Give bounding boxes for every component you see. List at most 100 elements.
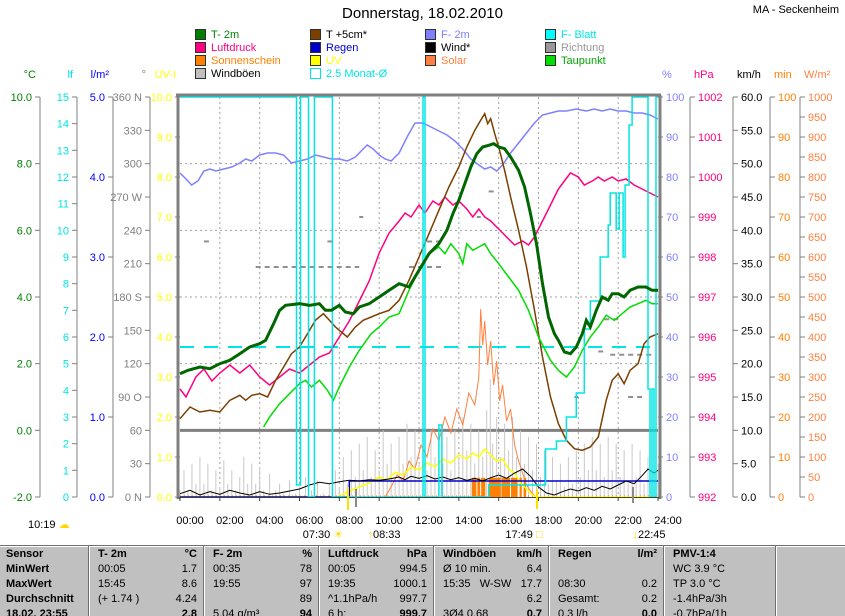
axis-tick-label: 4 — [63, 385, 69, 397]
axis-tick-label: 60 — [130, 425, 142, 437]
sunshine-bar — [488, 477, 501, 497]
axis-tick-label: 60 — [778, 252, 790, 264]
legend-swatch-icon — [195, 55, 206, 66]
axis-tick-label: 70 — [666, 212, 678, 224]
legend-label: Solar — [441, 54, 467, 67]
x-tick-label: 18:00 — [535, 515, 563, 527]
time-marker: ↑08:33 — [367, 529, 400, 541]
axis-: 360 N 330 300 270 W 240 210 180 S 150 120 90 O 60 3… — [110, 69, 151, 504]
legend-label: T +5cm* — [326, 28, 368, 41]
axis-tick-label: 14 — [57, 119, 69, 131]
time-marker: 07:30 ☀ — [303, 529, 343, 541]
cell-left: 00:35 — [213, 563, 241, 575]
axis-tick-label: 15 — [57, 92, 69, 104]
cell-left: 5.04 g/m³ — [213, 608, 260, 616]
table-row: 19:55 97 — [204, 577, 318, 592]
axis-tick-label: 2.0 — [157, 412, 172, 424]
cell-left: 3Ø4 0.68 — [443, 608, 489, 616]
x-tick-label: 20:00 — [575, 515, 603, 527]
axis-tick-label: 0.0 — [90, 492, 105, 504]
sunshine-bar — [501, 477, 511, 497]
table-row: 08:30 0.2 — [549, 577, 663, 592]
axis-unit-label: °C — [24, 69, 36, 81]
axis-tick-label: 700 — [808, 212, 826, 224]
x-tick-label: 02:00 — [216, 515, 244, 527]
axis-unit-label: km/h — [737, 69, 761, 81]
axis-tick-label: 20 — [778, 412, 790, 424]
table-col-luftdruck: Luftdruck hPa 00:05 994.5 19:35 1000.1 ^1.1hPa… — [318, 546, 433, 616]
table-row-label-text: MaxWert — [6, 578, 52, 590]
legend-swatch-icon — [310, 68, 321, 79]
legend-item: Solar — [425, 54, 545, 67]
axis-tick-label: 8.0 — [157, 172, 172, 184]
cell-value: 89 — [299, 593, 312, 605]
axis-tick-label: 8.0 — [17, 159, 32, 171]
table-row: 00:05 994.5 — [319, 562, 433, 577]
axis-tick-label: 994 — [698, 412, 716, 424]
legend-item: F- 2m — [425, 28, 545, 41]
cell-left: 15:45 — [98, 578, 126, 590]
axis-tick-label: 1000 — [808, 92, 832, 104]
cell-value: 1000.1 — [393, 578, 427, 590]
column-header: Windböen km/h — [434, 546, 548, 562]
axis-tick-label: 0 — [778, 492, 784, 504]
cell-left: (+ 1.74 ) — [98, 593, 140, 605]
cell-left: 6 h: — [328, 608, 347, 616]
cell-left: 15:35 W-SW — [443, 578, 512, 590]
axis-tick-label: 10.0 — [151, 92, 172, 104]
table-row: 19:35 1000.1 — [319, 577, 433, 592]
axis-tick-label: 5.0 — [741, 459, 756, 471]
axis-tick-label: 350 — [808, 352, 826, 364]
page-title: Donnerstag, 18.02.2010 — [342, 5, 503, 22]
cell-value: 4.24 — [175, 593, 197, 605]
axis-tick-label: 300 — [124, 159, 142, 171]
t-5cm-series — [179, 111, 659, 452]
legend-item: 2.5 Monat-Ø — [310, 67, 425, 80]
axis-tick-label: 10 — [57, 225, 69, 237]
wind-series — [179, 468, 659, 496]
legend-column: F- 2m Wind* Solar — [425, 28, 545, 80]
axis-tick-label: 30.0 — [741, 292, 762, 304]
axis-unit-label: lf — [68, 69, 74, 81]
column-header: Regen l/m² — [549, 546, 663, 562]
stats-table: Sensor MinWert MaxWert Durchschnitt 18.02. 2… — [0, 545, 845, 616]
x-tick-label: 24:00 — [654, 515, 682, 527]
cell-value: 6.2 — [526, 593, 542, 605]
table-row: 6.2 — [434, 592, 548, 607]
axis-tick-label: 60 — [666, 252, 678, 264]
cell-left: 08:30 — [558, 578, 586, 590]
cell-left: ^1.1hPa/h — [328, 593, 378, 605]
cell-left: Gesamt: — [558, 593, 600, 605]
axis-unit-label: ° — [142, 69, 146, 81]
table-col-windben: Windböen km/h Ø 10 min. 6.4 15:35 W-SW 17.7 6.… — [433, 546, 548, 616]
axis-tick-label: 330 — [124, 125, 142, 137]
axis-tick-label: 400 — [808, 332, 826, 344]
cell-left: WC 3.9 °C — [673, 563, 726, 575]
axis-tick-label: 0.0 — [741, 492, 756, 504]
legend-item: Taupunkt — [545, 54, 657, 67]
table-row-label: Sensor — [0, 546, 88, 562]
axis-tick-label: 992 — [698, 492, 716, 504]
axis-tick-label: 50 — [778, 292, 790, 304]
cell-left: 00:05 — [328, 563, 356, 575]
axis-tick-label: 210 — [124, 259, 142, 271]
axis-tick-label: 4.0 — [17, 292, 32, 304]
axis-tick-label: 996 — [698, 332, 716, 344]
time-marker: 17:49 □ — [505, 529, 543, 541]
axis-tick-label: 7.0 — [157, 212, 172, 224]
column-name: Regen — [558, 548, 592, 560]
axis-tick-label: 6 — [63, 332, 69, 344]
chart-legend: T- 2m Luftdruck Sonnenschein Windböen T +5cm… — [195, 28, 657, 80]
axis-tick-label: 993 — [698, 452, 716, 464]
axis-tick-label: 10.0 — [11, 92, 32, 104]
table-row: 89 — [204, 592, 318, 607]
axis-tick-label: 800 — [808, 172, 826, 184]
axis-lm: 5.0 4.0 3.0 2.0 1.0 0.0 l/m² — [90, 69, 114, 504]
axis-tick-label: 0.0 — [17, 425, 32, 437]
legend-label: UV — [326, 54, 342, 67]
legend-swatch-icon — [425, 42, 436, 53]
time-marker: ↓22:45 — [632, 529, 665, 541]
cell-value: 6.4 — [526, 563, 542, 575]
